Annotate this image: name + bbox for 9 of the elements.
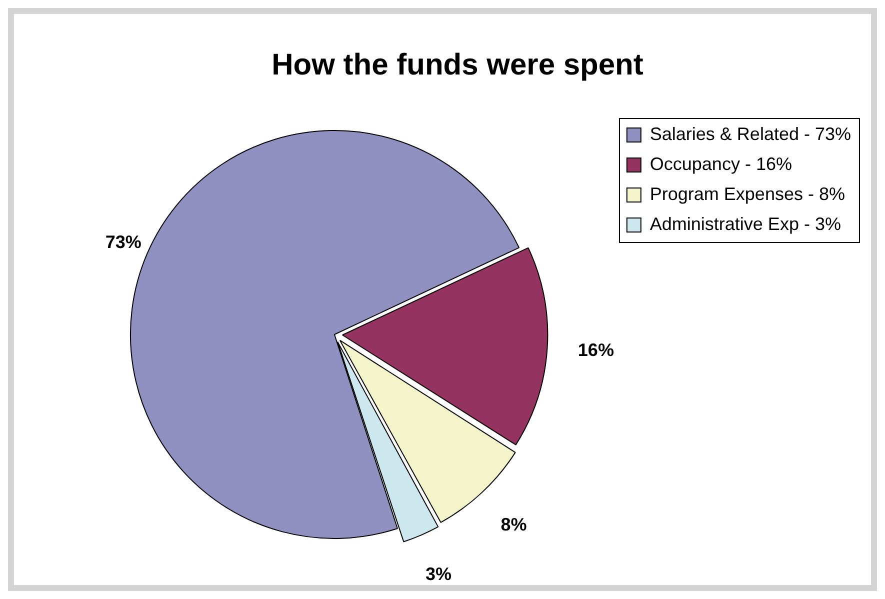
data-label: 8% <box>500 514 527 534</box>
data-label: 73% <box>105 232 142 252</box>
chart-title: How the funds were spent <box>272 48 644 82</box>
data-label: 16% <box>578 340 614 360</box>
legend-label: Program Expenses - 8% <box>650 184 845 204</box>
legend-label: Administrative Exp - 3% <box>650 214 841 234</box>
legend-label: Occupancy - 16% <box>650 154 792 174</box>
data-label: 3% <box>425 564 452 584</box>
legend-label: Salaries & Related - 73% <box>650 124 852 144</box>
